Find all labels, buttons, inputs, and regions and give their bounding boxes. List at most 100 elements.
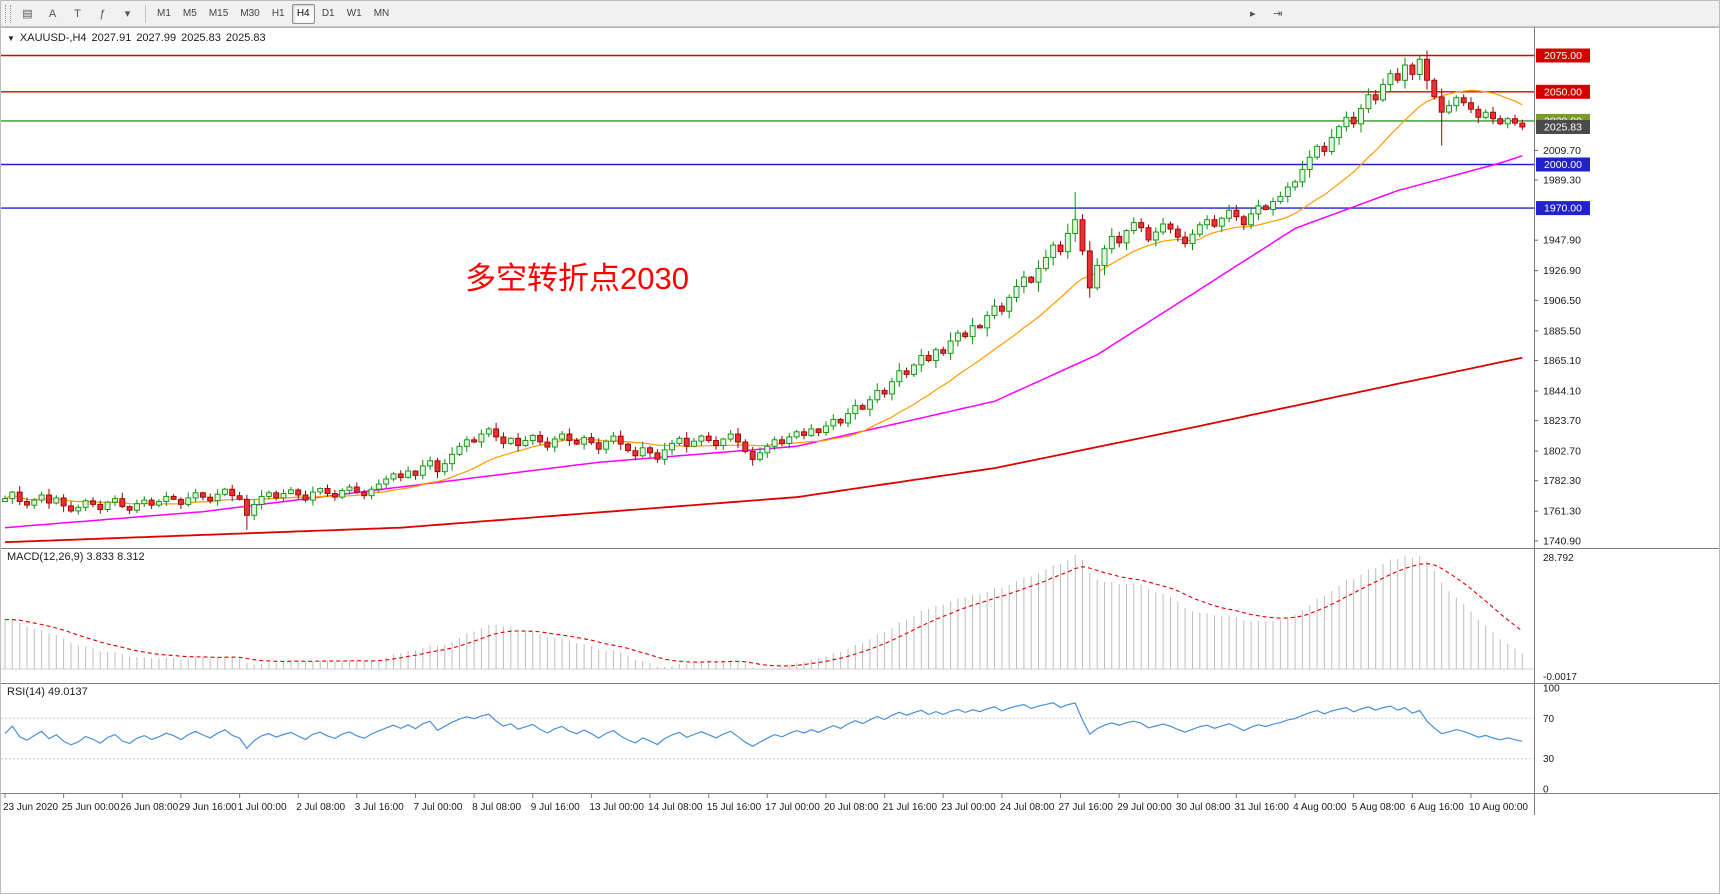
rsi-axis: 100 70 30 0	[1543, 684, 1560, 796]
y-tick-label: 1740.90	[1543, 535, 1581, 547]
timeframe-d1[interactable]: D1	[317, 4, 340, 24]
ma-fast-line[interactable]	[4, 89, 1523, 505]
x-tick-label: 20 Jul 08:00	[824, 802, 879, 813]
chart-type-button[interactable]: ▤	[16, 4, 39, 24]
timeframe-mn[interactable]: MN	[369, 4, 395, 24]
x-tick-label: 21 Jul 16:00	[883, 802, 938, 813]
x-tick-label: 4 Aug 00:00	[1293, 802, 1347, 813]
svg-text:0: 0	[1543, 785, 1549, 796]
timeframe-m30[interactable]: M30	[235, 4, 264, 24]
y-tick-label: 1947.90	[1543, 235, 1581, 247]
dropdown-button[interactable]: ▾	[116, 4, 139, 24]
x-tick-label: 9 Jul 16:00	[531, 802, 580, 813]
macd-main-value: 3.833	[86, 551, 115, 563]
timeframe-w1[interactable]: W1	[342, 4, 367, 24]
candles[interactable]	[2, 50, 1526, 530]
quote-high: 2027.99	[136, 32, 177, 44]
x-tick-label: 7 Jul 00:00	[414, 802, 463, 813]
toolbar-right-group: ▸ ⇥	[1240, 4, 1290, 24]
macd-signal-value: 8.312	[117, 551, 145, 563]
x-tick-label: 10 Aug 00:00	[1469, 802, 1528, 813]
symbol-period: XAUUSD-,H4	[19, 32, 87, 44]
x-tick-label: 6 Aug 16:00	[1410, 802, 1464, 813]
indicators-button[interactable]: ƒ	[91, 4, 114, 24]
chart-canvas[interactable]: 2009.70 1989.30 1947.90 1926.90 1906.50 1885.…	[1, 27, 1720, 894]
svg-text:2025.83: 2025.83	[1544, 122, 1582, 134]
quote-close: 2025.83	[225, 32, 266, 44]
auto-scroll-button[interactable]: ▸	[1241, 4, 1264, 24]
x-tick-label: 29 Jun 16:00	[179, 802, 237, 813]
quote-low: 2025.83	[181, 32, 221, 44]
timeframe-group: M1 M5 M15 M30 H1 H4 D1 W1 MN	[151, 3, 395, 24]
rsi-title: RSI(14)	[7, 686, 45, 698]
rsi-line	[4, 702, 1523, 750]
timeframe-m5[interactable]: M5	[178, 4, 202, 24]
y-tick-label: 2009.70	[1543, 145, 1581, 157]
y-tick-label: 1926.90	[1543, 265, 1581, 277]
y-tick-label: 1823.70	[1543, 415, 1581, 427]
x-tick-label: 2 Jul 08:00	[296, 802, 345, 813]
svg-text:30: 30	[1543, 754, 1555, 765]
x-tick-label: 8 Jul 08:00	[472, 802, 521, 813]
current-price-tag	[1536, 120, 1590, 134]
y-tick-label: 1761.30	[1543, 506, 1581, 518]
x-tick-label: 27 Jul 16:00	[1059, 802, 1114, 813]
x-tick-label: 1 Jul 00:00	[238, 802, 287, 813]
ma-slow-line[interactable]	[4, 356, 1523, 544]
svg-text:1970.00: 1970.00	[1544, 203, 1582, 215]
y-tick-label: 1885.50	[1543, 325, 1581, 337]
hline-price-tag	[1536, 201, 1590, 216]
quote-open: 2027.91	[91, 32, 132, 44]
macd-title: MACD(12,26,9)	[7, 551, 84, 563]
x-tick-label: 24 Jul 08:00	[1000, 802, 1055, 813]
macd-signal-line	[4, 563, 1523, 667]
svg-text:-0.0017: -0.0017	[1543, 672, 1577, 683]
svg-text:2000.00: 2000.00	[1544, 159, 1582, 171]
timeframe-m1[interactable]: M1	[152, 4, 176, 24]
ma-mid-line[interactable]	[4, 155, 1523, 529]
y-tick-label: 1782.30	[1543, 475, 1581, 487]
y-tick-label: 1802.70	[1543, 446, 1581, 458]
chart-shift-button[interactable]: ⇥	[1266, 4, 1289, 24]
text-tool-button[interactable]: T	[66, 4, 89, 24]
symbol-label: ▼ XAUUSD-,H4 2027.91 2027.99 2025.83 202…	[7, 32, 266, 44]
macd-indicator-label: MACD(12,26,9) 3.833 8.312	[7, 551, 145, 563]
rsi-indicator-label: RSI(14) 49.0137	[7, 686, 88, 698]
x-tick-label: 30 Jul 08:00	[1176, 802, 1231, 813]
rsi-value: 49.0137	[47, 686, 88, 698]
cursor-button[interactable]: A	[41, 4, 64, 24]
x-tick-label: 13 Jul 00:00	[589, 802, 644, 813]
timeframe-h4[interactable]: H4	[291, 3, 315, 24]
x-tick-label: 15 Jul 16:00	[707, 802, 762, 813]
svg-text:28.792: 28.792	[1543, 553, 1574, 564]
x-tick-label: 14 Jul 08:00	[648, 802, 703, 813]
oct-toggle-icon[interactable]: ▼	[7, 33, 15, 43]
chart-area: 2009.70 1989.30 1947.90 1926.90 1906.50 1885.…	[1, 27, 1720, 894]
svg-text:2075.00: 2075.00	[1544, 50, 1582, 62]
annotation-text[interactable]: 多空转折点2030	[465, 261, 689, 296]
y-tick-label: 1844.10	[1543, 386, 1581, 398]
price-axis: 2009.70 1989.30 1947.90 1926.90 1906.50 1885.…	[1534, 48, 1590, 547]
x-tick-label: 29 Jul 00:00	[1117, 802, 1172, 813]
x-tick-label: 25 Jun 00:00	[62, 802, 120, 813]
y-tick-label: 1989.30	[1543, 175, 1581, 187]
time-axis[interactable]: 23 Jun 2020 25 Jun 00:00 26 Jun 08:00 29 Ju…	[3, 793, 1528, 814]
y-tick-label: 1865.10	[1543, 355, 1581, 367]
toolbar-grip[interactable]	[5, 4, 11, 23]
x-tick-label: 17 Jul 00:00	[765, 802, 820, 813]
svg-text:70: 70	[1543, 714, 1555, 725]
hline-price-tag	[1536, 48, 1590, 63]
macd-axis: 28.792 -0.0017	[1543, 553, 1577, 683]
svg-text:2050.00: 2050.00	[1544, 86, 1582, 98]
timeframe-m15[interactable]: M15	[204, 4, 233, 24]
x-tick-label: 23 Jul 00:00	[941, 802, 996, 813]
x-tick-label: 31 Jul 16:00	[1234, 802, 1289, 813]
svg-text:100: 100	[1543, 684, 1560, 695]
x-tick-label: 3 Jul 16:00	[355, 802, 404, 813]
x-tick-label: 26 Jun 08:00	[120, 802, 178, 813]
timeframe-h1[interactable]: H1	[267, 4, 290, 24]
y-tick-label: 1906.50	[1543, 295, 1581, 307]
